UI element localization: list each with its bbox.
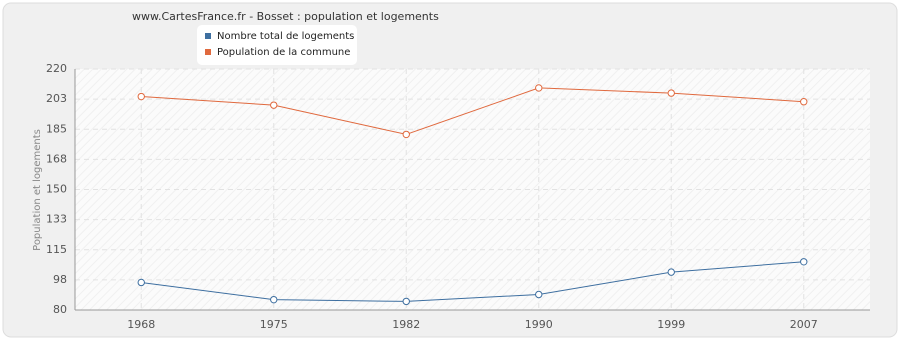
y-tick-label: 133 — [46, 213, 67, 226]
y-tick-label: 150 — [46, 183, 67, 196]
series-line — [141, 261, 804, 302]
data-point — [270, 101, 278, 109]
chart-title: www.CartesFrance.fr - Bosset : populatio… — [132, 10, 439, 23]
legend-label: Nombre total de logements — [217, 31, 354, 42]
data-point — [402, 297, 410, 306]
x-tick-label: 1982 — [392, 318, 420, 331]
y-tick-label: 115 — [46, 243, 67, 256]
y-tick-label: 185 — [46, 122, 67, 135]
x-tick-label: 1999 — [657, 318, 685, 331]
data-point — [137, 92, 145, 101]
y-tick-label: 168 — [46, 152, 67, 165]
data-point — [667, 268, 675, 276]
y-tick-label: 220 — [46, 62, 67, 75]
data-point — [270, 295, 278, 304]
legend — [197, 25, 357, 65]
y-axis-label: Population et logements — [32, 129, 43, 251]
y-tick-label: 98 — [53, 273, 67, 286]
legend-marker — [205, 33, 211, 39]
data-point — [800, 258, 808, 266]
series-line — [141, 87, 804, 135]
legend-marker — [205, 49, 211, 55]
legend-label: Population de la commune — [217, 47, 350, 58]
y-tick-label: 203 — [46, 92, 67, 105]
data-point — [402, 130, 410, 139]
data-point — [800, 98, 808, 106]
data-point — [667, 89, 675, 97]
x-tick-label: 2007 — [790, 318, 818, 331]
x-tick-label: 1990 — [525, 318, 553, 331]
data-point — [137, 278, 145, 287]
x-tick-label: 1968 — [127, 318, 155, 331]
x-tick-label: 1975 — [260, 318, 288, 331]
y-tick-label: 80 — [53, 303, 67, 316]
data-point — [535, 290, 543, 299]
data-point — [535, 84, 543, 92]
